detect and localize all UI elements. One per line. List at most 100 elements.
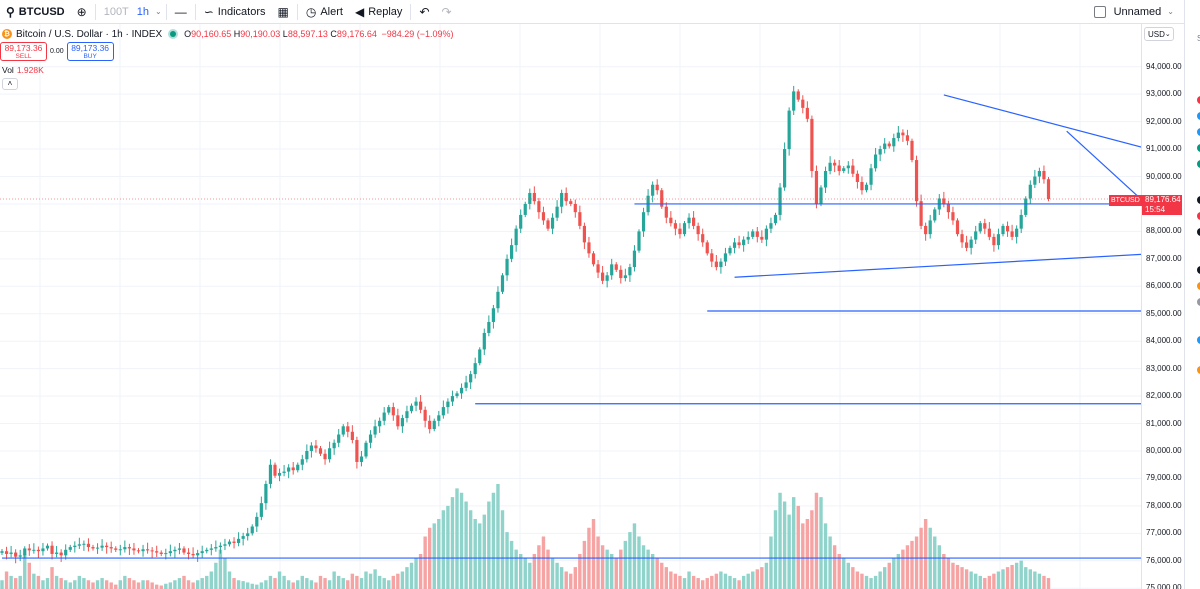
price-tick-label: 90,000.00 bbox=[1146, 171, 1182, 181]
volume-bar bbox=[760, 567, 764, 589]
candle-body bbox=[896, 132, 900, 139]
watchlist-symbol-icon[interactable] bbox=[1197, 196, 1200, 204]
collapse-legend-button[interactable]: ˄ bbox=[2, 78, 18, 90]
candle-body bbox=[464, 382, 468, 388]
candle-body bbox=[45, 545, 50, 549]
candle-body bbox=[814, 171, 819, 204]
candle-body bbox=[755, 231, 759, 237]
volume-label: Vol bbox=[2, 65, 14, 75]
top-toolbar: ⚲ BTCUSD ⊕ 100T 1h ⌄ ― ∽ Indicators ▦ ◷ … bbox=[0, 0, 1200, 24]
volume-bar bbox=[300, 575, 304, 589]
watchlist-symbol-icon[interactable] bbox=[1197, 160, 1200, 168]
candle-body bbox=[851, 165, 855, 174]
templates-button[interactable]: ▦ bbox=[272, 0, 295, 24]
candle-body bbox=[637, 231, 641, 251]
volume-bar bbox=[141, 580, 145, 589]
watchlist-symbol-icon[interactable] bbox=[1197, 298, 1200, 306]
compare-button[interactable]: ⊕ bbox=[71, 0, 93, 24]
indicators-button[interactable]: ∽ Indicators bbox=[198, 0, 272, 24]
watchlist-symbol-icon[interactable] bbox=[1197, 128, 1200, 136]
candle-body bbox=[441, 407, 445, 416]
candle-body bbox=[1019, 214, 1023, 229]
currency-selector[interactable]: USD ⌄ bbox=[1144, 27, 1174, 41]
alarm-clock-icon: ◷ bbox=[305, 4, 317, 19]
volume-bar bbox=[487, 501, 491, 589]
volume-bar bbox=[177, 578, 182, 589]
watchlist-symbol-icon[interactable] bbox=[1197, 112, 1200, 120]
alert-label: Alert bbox=[320, 5, 343, 18]
watchlist-symbol-icon[interactable] bbox=[1197, 144, 1200, 152]
replay-button[interactable]: ◀ Replay bbox=[349, 0, 408, 24]
volume-bar bbox=[737, 580, 741, 589]
undo-button[interactable]: ↶ bbox=[413, 0, 435, 24]
volume-bar bbox=[537, 545, 541, 589]
volume-bar bbox=[41, 580, 45, 589]
trendline bbox=[734, 253, 1141, 278]
watchlist-symbol-icon[interactable] bbox=[1197, 366, 1200, 374]
volume-bar bbox=[32, 573, 36, 589]
watchlist-symbol-icon[interactable] bbox=[1197, 212, 1200, 220]
volume-bar bbox=[195, 580, 200, 589]
layout-name-button[interactable]: Unnamed ⌄ bbox=[1088, 0, 1200, 24]
watchlist-symbol-icon[interactable] bbox=[1197, 282, 1200, 290]
chart-legend: ₿ Bitcoin / U.S. Dollar · 1h · INDEX O90… bbox=[0, 27, 454, 41]
candle-body bbox=[728, 247, 732, 254]
volume-bar bbox=[505, 532, 509, 589]
volume-bar bbox=[373, 569, 377, 589]
candle-body bbox=[773, 214, 778, 224]
interval-100t-label: 100T bbox=[103, 5, 129, 18]
volume-bar bbox=[541, 536, 546, 589]
candle-body bbox=[355, 440, 359, 462]
volume-bar bbox=[855, 571, 860, 589]
volume-bar bbox=[0, 580, 4, 589]
candle-body bbox=[660, 190, 664, 207]
watchlist-symbol-icon[interactable] bbox=[1197, 228, 1200, 236]
bitcoin-logo-icon: ₿ bbox=[2, 29, 12, 39]
redo-button[interactable]: ↷ bbox=[436, 0, 458, 24]
volume-bar bbox=[942, 554, 946, 589]
price-scale[interactable] bbox=[1141, 24, 1184, 589]
sell-button[interactable]: 89,173.36 SELL bbox=[0, 42, 47, 61]
watchlist-symbol-icon[interactable] bbox=[1197, 266, 1200, 274]
volume-bar bbox=[323, 578, 327, 589]
buy-button[interactable]: 89,173.36 BUY bbox=[66, 42, 114, 61]
watchlist-panel-edge[interactable]: S bbox=[1184, 24, 1200, 589]
price-chart[interactable] bbox=[0, 24, 1141, 589]
candle-body bbox=[64, 549, 68, 556]
candle-body bbox=[291, 467, 295, 471]
volume-bar bbox=[660, 562, 664, 589]
candle-body bbox=[186, 552, 191, 554]
volume-bar bbox=[559, 567, 564, 589]
volume-bar bbox=[455, 488, 459, 589]
candle-body bbox=[255, 516, 259, 527]
volume-bar bbox=[464, 501, 468, 589]
candle-body bbox=[605, 275, 609, 281]
layout-tools: Unnamed ⌄ bbox=[1088, 0, 1200, 24]
watchlist-symbol-icon[interactable] bbox=[1197, 96, 1200, 104]
volume-bar bbox=[896, 554, 901, 589]
watchlist-symbol-icon[interactable] bbox=[1197, 336, 1200, 344]
current-price-label: 89,176.64 15:54 bbox=[1142, 195, 1182, 215]
interval-button[interactable]: 1h ⌄ bbox=[135, 0, 164, 24]
volume-legend: Vol 1.928K bbox=[2, 65, 44, 75]
layout-checkbox[interactable] bbox=[1093, 5, 1106, 18]
volume-bar bbox=[509, 540, 514, 589]
chart-type-button[interactable]: ― bbox=[169, 0, 193, 24]
volume-bar bbox=[100, 578, 104, 589]
interval-100t-button[interactable]: 100T bbox=[98, 0, 135, 24]
volume-bar bbox=[314, 582, 318, 589]
price-tick-label: 79,000.00 bbox=[1146, 473, 1182, 483]
search-icon: ⚲ bbox=[6, 4, 15, 19]
current-price-value: 89,176.64 bbox=[1145, 195, 1181, 204]
price-tick-label: 83,000.00 bbox=[1146, 363, 1182, 373]
volume-bar bbox=[82, 578, 86, 589]
symbol-search-button[interactable]: ⚲ BTCUSD bbox=[0, 0, 71, 24]
volume-bar bbox=[1024, 567, 1028, 589]
volume-bar bbox=[696, 578, 700, 589]
volume-bar bbox=[732, 578, 737, 589]
volume-bar bbox=[869, 578, 873, 589]
volume-bar bbox=[109, 582, 113, 589]
candle-body bbox=[760, 236, 764, 240]
alert-button[interactable]: ◷ Alert bbox=[300, 0, 349, 24]
interval-label: 1h bbox=[136, 5, 150, 18]
